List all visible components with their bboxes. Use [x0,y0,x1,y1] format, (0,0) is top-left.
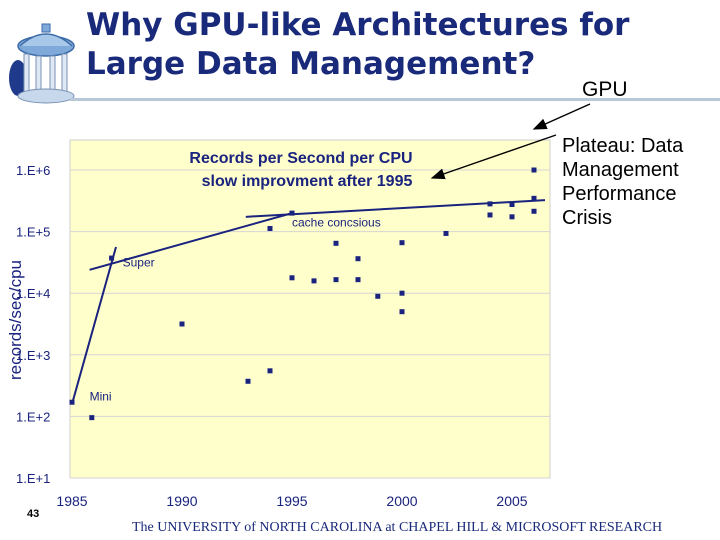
y-tick-label: 1.E+4 [16,286,50,301]
data-point [89,415,95,421]
x-tick-label: 1995 [276,493,307,509]
data-point [289,275,295,281]
trend-line [245,199,546,218]
data-point [355,277,361,283]
x-tick-label: 2005 [496,493,527,509]
data-point [69,399,75,405]
annotations: cache concsious Super Mini [90,216,381,404]
y-tick-label: 1.E+3 [16,348,50,363]
plateau-line-3: Performance [562,183,677,205]
plateau-line-4: Crisis [562,207,612,229]
arrow-to-gpu [532,103,591,130]
grid-lines [70,169,550,479]
data-point [399,309,405,315]
y-tick-label: 1.E+5 [16,225,50,240]
y-tick-label: 1.E+2 [16,409,50,424]
slide-title-line-1: Why GPU-like Architectures for [86,7,630,43]
data-point [289,210,295,216]
trend-line [71,246,117,405]
annotation-label: Mini [90,389,112,403]
data-point [531,195,537,201]
data-point [245,378,251,384]
chart-title-line-2: slow improvment after 1995 [202,173,413,190]
university-logo [6,16,82,116]
plateau-line-2: Management [562,159,679,181]
data-point [531,167,537,173]
plateau-line-1: Plateau: Data [562,135,684,157]
chart-title-line-1: Records per Second per CPU [189,150,412,167]
data-point [509,201,515,207]
data-point [333,277,339,283]
y-tick-label: 1.E+6 [16,163,50,178]
data-point [179,321,185,327]
title-divider [70,98,720,101]
page-number: 43 [27,508,40,520]
data-point [375,293,381,299]
plot-background [69,139,551,479]
footer-text: The UNIVERSITY of NORTH CAROLINA at CHAP… [132,520,663,535]
x-tick-labels: 1985 1990 1995 2000 2005 [56,493,527,509]
data-point [487,212,493,218]
x-tick-label: 1985 [56,493,87,509]
trend-line [89,212,293,271]
y-tick-labels: 1.E+1 1.E+2 1.E+3 1.E+4 1.E+5 1.E+6 [16,163,50,486]
gpu-label: GPU [582,78,628,101]
data-point [267,368,273,374]
data-point [333,240,339,246]
data-points [69,167,537,421]
data-point [355,256,361,262]
data-point [443,230,449,236]
data-point [399,290,405,296]
slide-title: Why GPU-like Architectures for Large Dat… [86,6,686,84]
data-point [531,208,537,214]
data-point [399,240,405,246]
y-tick-label: 1.E+1 [16,471,50,486]
annotation-label: Super [123,256,155,270]
slide-title-line-2: Large Data Management? [86,46,536,82]
annotation-label: cache concsious [292,216,381,230]
data-point [109,255,115,261]
plateau-note: Plateau: Data Management Performance Cri… [562,134,720,230]
data-point [509,214,515,220]
data-point [267,226,273,232]
x-tick-label: 2000 [386,493,417,509]
data-point [487,201,493,207]
x-tick-label: 1990 [166,493,197,509]
trend-lines [71,199,546,405]
data-point [311,278,317,284]
y-axis-label: records/sec/cpu [6,260,25,380]
arrow-to-title [430,134,557,180]
